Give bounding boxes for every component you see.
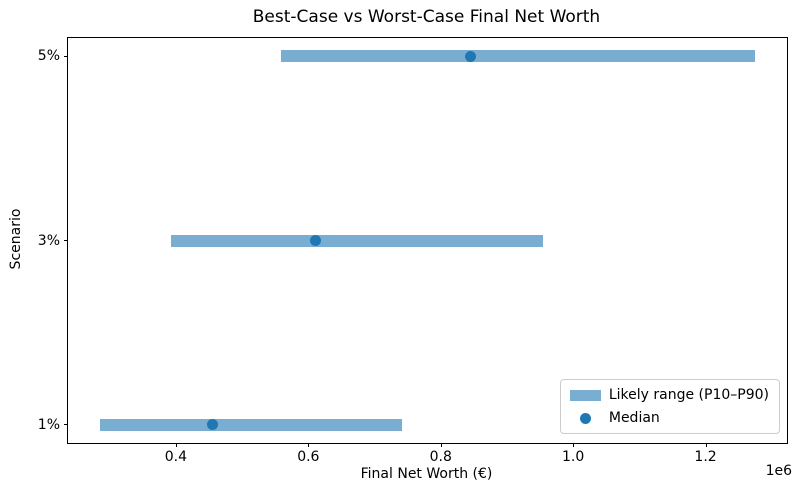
legend-item-range: Likely range (P10–P90) [569,387,769,403]
y-axis-tick [64,240,68,241]
median-point [310,235,322,246]
x-axis-tick-label: 1.0 [562,449,585,465]
x-axis-label: Final Net Worth (€) [360,466,493,482]
x-axis-tick-label: 0.8 [429,449,452,465]
range-bar [170,234,544,247]
y-axis-tick [64,55,68,57]
legend-label-range: Likely range (P10–P90) [608,387,769,403]
x-axis-tick [573,443,575,447]
x-axis-tick-label: 0.4 [164,449,188,465]
legend-key [570,412,601,424]
x-axis-tick-label: 1.2 [694,449,717,465]
x-axis-tick [308,443,310,447]
median-point [465,50,477,62]
legend: Likely range (P10–P90) Median [559,379,780,434]
x-axis-tick [175,443,177,447]
y-axis-tick-label: 3% [37,232,60,249]
y-axis-label: Scenario [8,208,24,270]
range-bar-swatch-icon [569,389,601,401]
range-bar [100,418,403,431]
x-axis-tick-label: 0.6 [297,449,320,465]
y-axis-tick [64,424,68,426]
y-axis-tick-label: 1% [37,416,60,433]
chart-title: Best-Case vs Worst-Case Final Net Worth [252,7,601,27]
legend-label-median: Median [608,410,660,426]
legend-item-median: Median [570,410,769,426]
x-axis-tick [705,443,707,447]
median-point [207,419,219,431]
plot-area: Likely range (P10–P90) Median 0.4 0.6 0.8 1… [38,37,788,465]
y-axis-tick-label: 5% [37,48,60,65]
range-bar [280,50,755,63]
median-dot-swatch-icon [579,412,591,424]
x-axis-offset-label: 1e6 [765,463,792,479]
x-axis-tick [440,443,442,447]
legend-key [569,389,601,401]
